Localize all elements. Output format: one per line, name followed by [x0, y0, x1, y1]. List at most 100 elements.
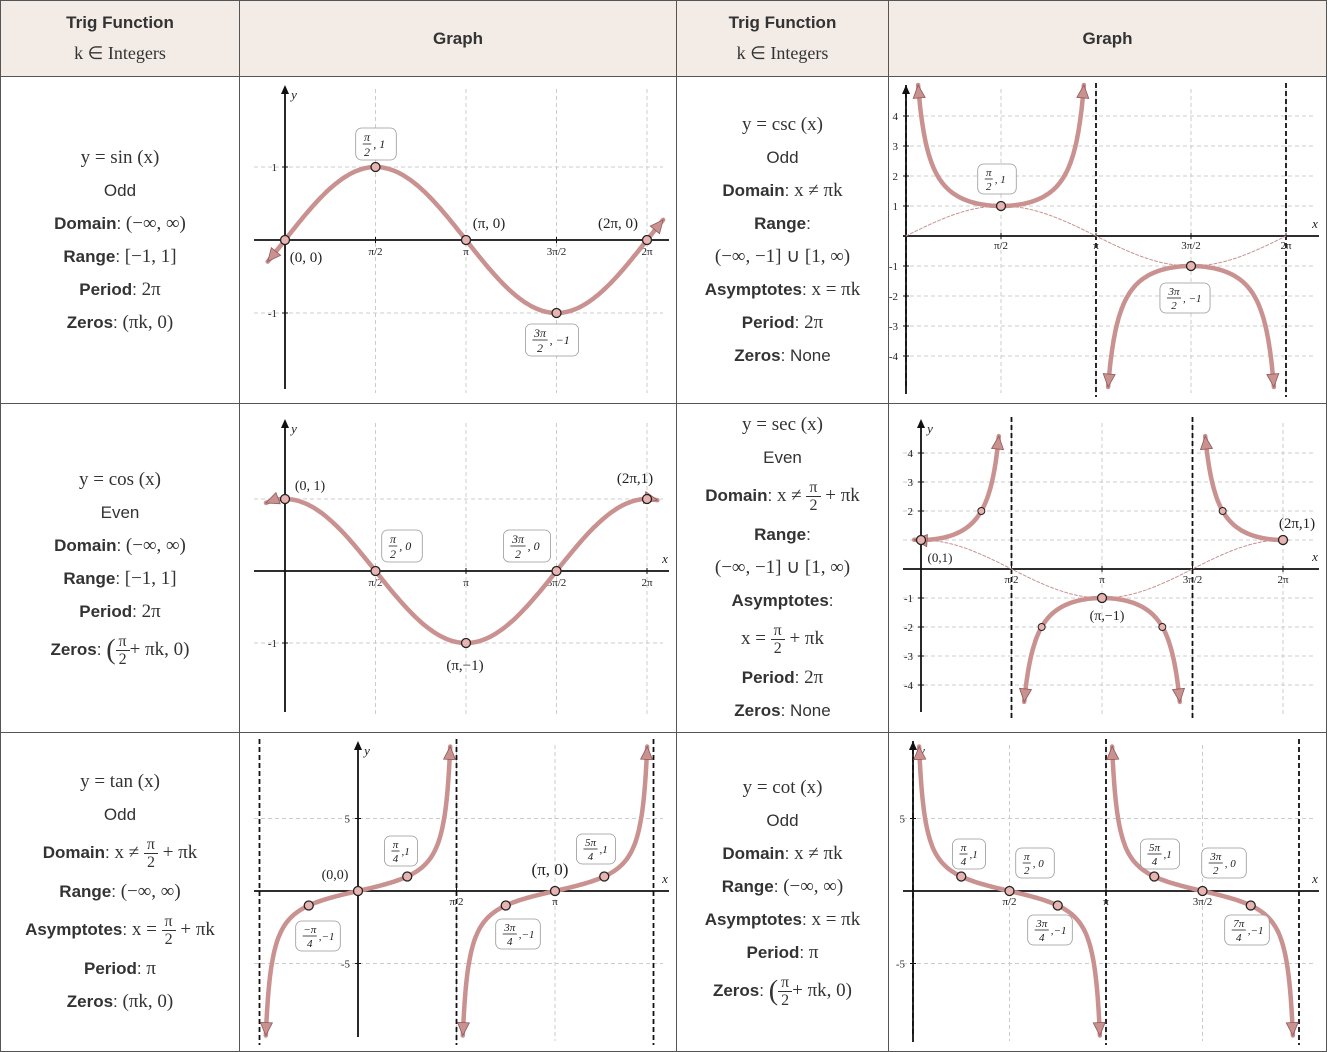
fraction-denominator: 2: [986, 181, 992, 193]
fraction-denominator: 2: [781, 991, 790, 1009]
fraction-denominator: 2: [164, 931, 173, 948]
curve-arrow-end: [1266, 373, 1280, 388]
sin-formula: y = sin (x): [80, 146, 160, 168]
tan-asym-pre: x =: [131, 918, 157, 940]
y-tick-label: -2: [889, 291, 898, 303]
x-axis-label: x: [1311, 216, 1318, 231]
cos-info: y = cos (x) Even Domain: (−∞, ∞) Range: …: [0, 403, 240, 733]
tan-graph: yxπ/2 π5-5(0,0) (π, 0)π4,15π4,1−π4,−13π4,−…: [254, 739, 669, 1045]
sec-domain-post: + πk: [825, 484, 860, 506]
y-tick-label: -1: [904, 593, 913, 605]
header-graph-1: Graph: [239, 0, 677, 77]
label-zeros: Zeros: [66, 312, 114, 332]
x-tick-label: π/2: [449, 896, 463, 908]
curve-arrow-start: [1018, 687, 1033, 703]
cos-point: [641, 493, 653, 504]
label-period: Period: [741, 312, 795, 332]
sin-graph: yπ/2 π 3π/2 2π1-1(0, 0)(π, 0) (2π, 0)π2, 13π…: [254, 85, 669, 393]
label-bracket: [1159, 282, 1211, 314]
csc-formula: y = csc (x): [742, 113, 823, 135]
sec-point: [1277, 534, 1289, 545]
fraction-numerator: 5π: [585, 837, 597, 849]
y-tick-label: 1: [272, 162, 278, 174]
fraction-numerator: π: [770, 622, 785, 640]
label-zeros: Zeros: [712, 980, 760, 1000]
tan-period: π: [146, 958, 156, 979]
point-label: 3π2 , −1: [524, 323, 579, 357]
y-axis-label: y: [289, 87, 297, 102]
cot-asymptotes: x = πk: [811, 908, 861, 930]
y-tick-label: 3: [908, 477, 914, 489]
x-axis-label: x: [1311, 871, 1318, 886]
sin-period: 2π: [141, 278, 161, 300]
cot-formula: y = cot (x): [742, 776, 823, 798]
point-label: (π, 0): [473, 216, 506, 232]
label-rest: ,1: [600, 844, 608, 856]
cot-point: [1004, 885, 1015, 897]
cos-domain: (−∞, ∞): [125, 535, 186, 556]
fraction-denominator: 4: [1152, 856, 1158, 868]
csc-zeros: None: [790, 345, 831, 365]
y-axis-arrow: [354, 741, 362, 750]
tan-domain-post: + πk: [162, 841, 198, 863]
fraction-denominator: 4: [1039, 932, 1045, 944]
fraction-numerator: π: [364, 130, 371, 144]
fraction-denominator: 2: [364, 145, 370, 159]
y-axis-label: y: [362, 743, 370, 758]
csc-graph-cell: x π/2 π 3π/2 2π 4 3 2 1 -1 -2 -3 -4 π 2, 1 3π 2, −1: [888, 76, 1327, 404]
sec-zeros: None: [790, 701, 831, 720]
fraction-numerator: π: [161, 913, 176, 931]
curve-arrow-end: [990, 434, 1005, 450]
label-zeros: Zeros: [50, 639, 97, 659]
cot-point: [1149, 871, 1160, 882]
label-rest: , 1: [373, 137, 385, 151]
row-sin-csc: y = sin (x) Odd Domain: (−∞, ∞) Range: […: [0, 76, 1327, 404]
fraction-denominator: 2: [1024, 865, 1030, 877]
csc-period: 2π: [804, 311, 824, 333]
csc-asymptotes: x = πk: [811, 278, 861, 300]
curve-arrow-start: [1102, 373, 1116, 388]
curve-arrow-end: [639, 745, 654, 761]
fraction-numerator: π: [778, 974, 793, 992]
label-bracket: [295, 920, 341, 952]
sec-point: [1158, 622, 1167, 631]
curve-arrow-end: [1171, 687, 1186, 703]
fraction-numerator: 5π: [1149, 842, 1161, 854]
y-tick-label: -2: [904, 622, 913, 634]
point-label: 3π 4 ,−1: [495, 918, 541, 950]
fraction-numerator: 3π: [511, 532, 525, 546]
sec-asym-post: + πk: [789, 627, 825, 649]
label-rest: , 1: [995, 174, 1006, 186]
cos-zeros-rest: + πk, 0): [129, 638, 190, 660]
sec-graph: y x π/2 π 3π/2 2π 4 3 2 -1 -2 -3 -4 (0,1) (2π,1) (π,−1): [903, 416, 1319, 720]
fraction-denominator: 4: [588, 851, 594, 863]
y-axis-label: y: [925, 421, 933, 436]
label-domain: Domain: [54, 536, 117, 555]
point-label: (π,−1): [1090, 609, 1125, 624]
sin-point: [460, 234, 472, 246]
sec-point: [1037, 622, 1046, 631]
x-tick-label: π: [463, 577, 469, 589]
sin-point: [551, 307, 562, 319]
y-axis-label: y: [289, 421, 297, 436]
cos-range: [−1, 1]: [124, 568, 177, 589]
x-tick-label: π: [463, 246, 469, 258]
cos-point: [551, 565, 562, 576]
header-graph-2: Graph: [888, 0, 1327, 77]
x-tick-label: π/2: [1004, 574, 1018, 586]
curve-arrow-start: [456, 1021, 471, 1037]
header-subtitle: k ∈ Integers: [736, 43, 829, 63]
y-tick-label: 2: [908, 506, 914, 518]
point-label: (2π,1): [1279, 516, 1315, 532]
sec-point: [1218, 506, 1227, 515]
curve-arrow-start: [913, 745, 927, 761]
header-title: Graph: [432, 28, 484, 48]
cot-point: [956, 871, 967, 882]
label-asymptotes: Asymptotes: [731, 591, 829, 610]
label-rest: ,1: [402, 846, 410, 858]
label-asymptotes: Asymptotes: [704, 909, 803, 929]
point-label: π 4,1: [952, 838, 986, 870]
